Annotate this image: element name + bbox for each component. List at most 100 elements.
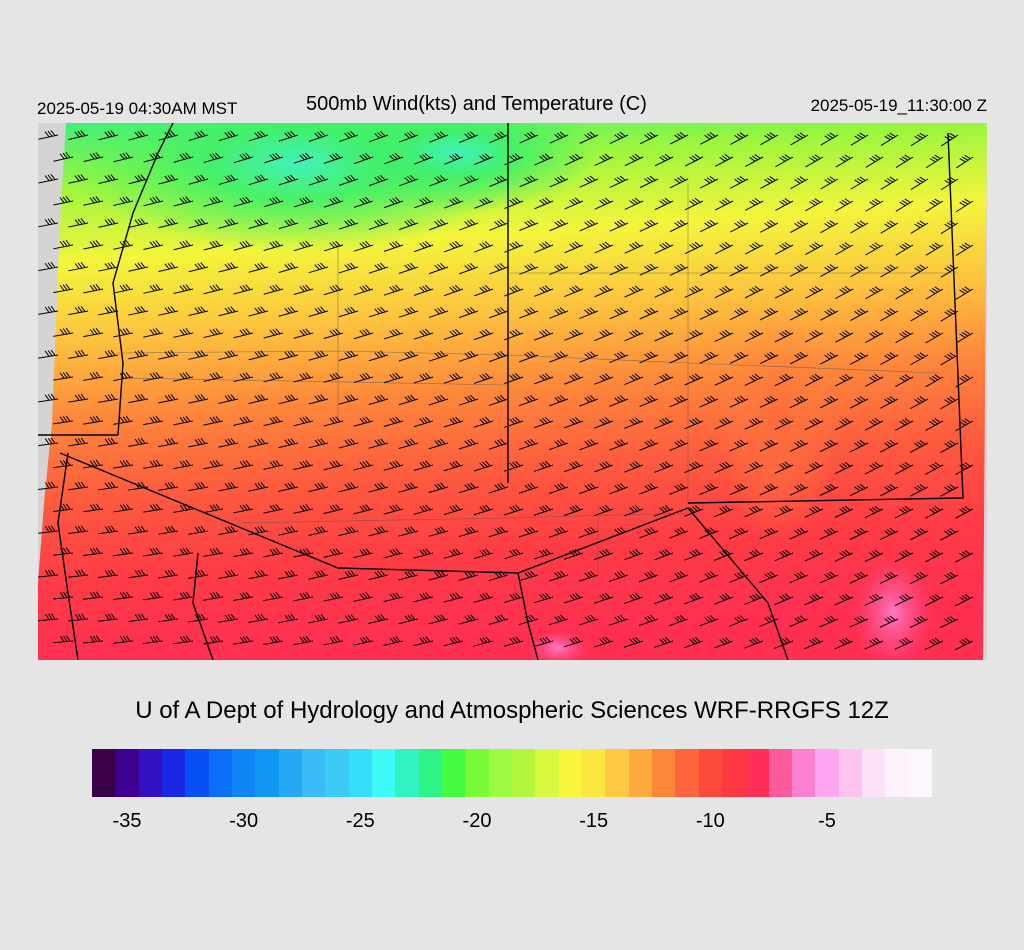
wind-barb [128,130,149,141]
wind-barb [413,240,434,253]
wind-barb [368,262,389,274]
wind-barb [894,505,914,519]
colorbar-swatch [908,749,932,797]
wind-barb [473,636,494,647]
wind-barb [578,614,599,626]
wind-barb [233,416,254,426]
wind-barb [789,395,809,409]
wind-barb [203,328,224,339]
wind-barb [398,482,419,493]
wind-barb [594,461,614,473]
wind-barb [68,174,89,184]
wind-barb [353,196,374,208]
wind-barb [534,329,554,341]
wind-barb [503,548,524,560]
wind-barb [143,503,164,513]
wind-barb [684,241,704,255]
wind-barb [804,373,824,387]
wind-barb [624,197,644,210]
wind-barb [473,328,494,341]
wind-barb [458,482,479,494]
wind-barb [654,373,674,386]
colorbar-tick-label: -5 [818,810,836,832]
wind-barb [879,615,899,628]
wind-barb [98,437,119,447]
wind-barb [413,592,434,603]
wind-barb [338,614,359,624]
wind-barb [158,174,179,185]
wind-barb [53,283,74,294]
wind-barb [924,593,944,607]
colorbar-swatch [861,749,886,797]
wind-barb [624,329,644,342]
wind-barb [188,174,209,185]
colorbar-tick-label: -35 [112,810,142,832]
wind-barb [353,504,374,515]
wind-barb [428,614,449,625]
wind-barb [338,174,359,186]
wind-barb [729,527,749,540]
wind-barb [594,417,614,429]
wind-barb [849,571,869,584]
map-canvas [38,123,987,660]
wind-barb [534,241,554,253]
wind-barb [459,219,479,231]
wind-barb [608,614,629,626]
wind-barb [774,373,794,387]
wind-barb [939,528,959,541]
wind-barb [624,241,644,254]
wind-barb [353,592,374,602]
wind-barb [128,306,149,316]
wind-barb [954,593,974,607]
wind-barb [383,196,404,209]
wind-barb [233,284,254,295]
wind-barb [895,286,914,300]
wind-barb [293,635,314,646]
wind-barb [940,440,959,454]
wind-barb [653,636,674,648]
wind-barb [338,262,359,274]
wind-barb [188,613,209,623]
wind-barb [428,262,449,275]
wind-barb [38,261,59,272]
wind-barb [443,372,464,384]
wind-barb [925,286,944,300]
wind-barb [790,220,809,233]
wind-barb [233,547,254,558]
colorbar-swatch [231,749,256,797]
wind-barb [263,591,284,602]
wind-barb [458,526,479,538]
wind-barb [203,196,224,207]
wind-barb [579,175,599,188]
wind-barb [263,284,284,295]
wind-barb [278,394,299,405]
wind-barb [759,351,779,365]
wind-barb [218,438,239,448]
wind-barb [775,154,794,168]
wind-barb [368,218,389,230]
wind-barb [849,483,869,497]
wind-barb [789,527,809,540]
colorbar-swatch [581,749,606,797]
wind-barb [864,593,884,606]
wind-barb [503,636,524,647]
wind-barb [819,439,839,453]
wind-barb [504,153,524,166]
colorbar-swatch [768,749,792,797]
wind-barb [820,220,839,234]
wind-barb [774,461,794,474]
state-borders [38,123,964,660]
wind-barb [98,262,119,272]
wind-barb [864,505,884,519]
wind-barb [68,130,89,140]
wind-barb [173,152,194,163]
wind-barb [578,570,599,582]
wind-barb [624,505,644,517]
wind-barb [533,548,554,560]
wind-barb [578,482,599,495]
wind-barb [188,569,209,579]
wind-barb [624,153,644,167]
wind-barb [353,548,374,559]
wind-barb [488,570,509,582]
wind-barb [639,307,659,320]
